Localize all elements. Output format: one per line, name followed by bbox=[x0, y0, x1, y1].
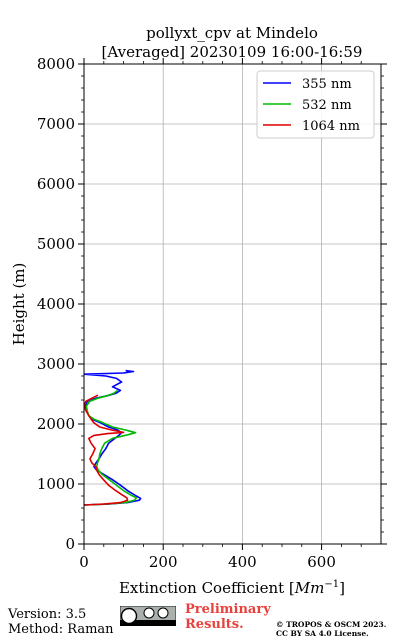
y-tick-label: 7000 bbox=[37, 115, 75, 133]
y-tick-label: 6000 bbox=[37, 175, 75, 193]
y-tick-label: 2000 bbox=[37, 415, 75, 433]
preliminary-label: Preliminary bbox=[185, 602, 271, 617]
y-tick-label: 5000 bbox=[37, 235, 75, 253]
x-axis-label: Extinction Coefficient [Mm−1] bbox=[119, 579, 345, 597]
cc-by-sa-license-icon bbox=[120, 606, 176, 626]
y-tick-label: 4000 bbox=[37, 295, 75, 313]
version-label: Version: 3.5 bbox=[8, 607, 87, 622]
method-label: Method: Raman bbox=[8, 622, 114, 637]
copyright-label: © TROPOS & OSCM 2023. bbox=[276, 620, 387, 629]
legend: 355 nm 532 nm 1064 nm bbox=[256, 70, 375, 139]
x-tick-label: 600 bbox=[307, 553, 336, 571]
legend-entry: 532 nm bbox=[302, 98, 352, 113]
y-axis-label: Height (m) bbox=[10, 263, 28, 346]
y-tick-label: 0 bbox=[65, 535, 75, 553]
chart-subtitle: [Averaged] 20230109 16:00-16:59 bbox=[102, 43, 363, 61]
legend-entry: 1064 nm bbox=[302, 119, 360, 134]
plot-series bbox=[84, 369, 142, 506]
y-tick-label: 8000 bbox=[37, 55, 75, 73]
x-tick-label: 200 bbox=[149, 553, 178, 571]
y-tick-label: 3000 bbox=[37, 355, 75, 373]
legend-box bbox=[256, 70, 375, 139]
series-line-1064-nm bbox=[84, 394, 129, 506]
chart-title: pollyxt_cpv at Mindelo bbox=[146, 24, 318, 42]
series-line-532-nm bbox=[84, 389, 138, 506]
axis-ticks: 0 200 400 600010002000300040005000600070008… bbox=[37, 55, 387, 571]
legend-entry: 355 nm bbox=[302, 77, 352, 92]
y-tick-label: 1000 bbox=[37, 475, 75, 493]
x-tick-label: 400 bbox=[228, 553, 257, 571]
results-label: Results. bbox=[185, 617, 244, 632]
license-label: CC BY SA 4.0 License. bbox=[276, 629, 369, 638]
x-tick-label: 0 bbox=[79, 553, 89, 571]
extinction-profile-chart: 0 200 400 600010002000300040005000600070008… bbox=[10, 24, 387, 597]
